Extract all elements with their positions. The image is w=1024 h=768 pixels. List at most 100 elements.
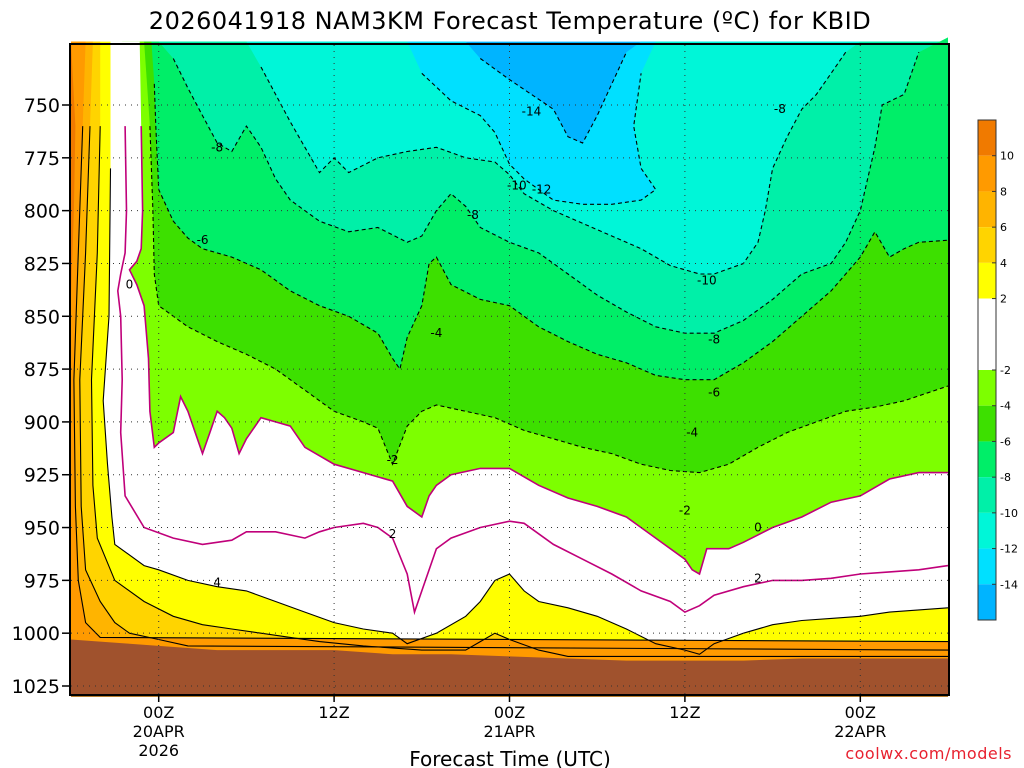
- y-tick: 925: [24, 465, 70, 487]
- colorbar-tick: -14: [992, 578, 1018, 591]
- contour-label: 0: [754, 521, 762, 535]
- colorbar-band: [978, 155, 996, 192]
- svg-text:-8: -8: [708, 333, 720, 347]
- colorbar-tick: -4: [992, 400, 1011, 413]
- contour-label: -12: [532, 183, 552, 197]
- contour-label: -6: [197, 233, 209, 247]
- colorbar-band: [978, 477, 996, 513]
- svg-text:2026: 2026: [138, 741, 179, 760]
- y-tick: 1025: [12, 676, 70, 698]
- isotherm-line--12: [421, 72, 657, 205]
- svg-text:-12: -12: [1000, 543, 1018, 556]
- y-tick: 950: [24, 518, 70, 540]
- temp-band-above--2: [71, 41, 948, 697]
- y-tick: 1000: [12, 623, 70, 645]
- colorbar-band: [978, 298, 996, 370]
- colorbar-tick: -12: [992, 543, 1018, 556]
- contour-label: 4: [213, 575, 221, 589]
- grid-lines: [71, 45, 948, 694]
- isotherm-line-2: [102, 168, 949, 655]
- colorbar-band: [978, 405, 996, 442]
- colorbar-tick: 10: [992, 150, 1014, 163]
- contour-label: 0: [126, 278, 134, 292]
- contour-label: -6: [708, 385, 720, 399]
- svg-text:4: 4: [1000, 257, 1007, 270]
- svg-text:975: 975: [24, 570, 60, 592]
- colorbar-band: [978, 370, 996, 406]
- contour-label: -8: [211, 140, 223, 154]
- svg-text:750: 750: [24, 95, 60, 117]
- colorbar-band: [978, 262, 996, 299]
- credit-link[interactable]: coolwx.com/models: [845, 744, 1012, 763]
- svg-text:-8: -8: [467, 208, 479, 222]
- colorbar-tick: 6: [992, 221, 1007, 234]
- y-tick: 900: [24, 412, 70, 434]
- svg-text:2: 2: [754, 571, 762, 585]
- svg-text:12Z: 12Z: [669, 703, 700, 722]
- svg-text:-2: -2: [387, 453, 399, 467]
- contour-label: 2: [389, 527, 397, 541]
- svg-text:22APR: 22APR: [834, 722, 886, 741]
- contour-label: -10: [507, 178, 527, 192]
- contour-label: -14: [522, 104, 542, 118]
- colorbar-band: [978, 584, 996, 620]
- temp-band-above-4: [71, 41, 948, 697]
- isotherm-line-4: [90, 126, 948, 657]
- svg-text:-10: -10: [1000, 507, 1018, 520]
- svg-text:0: 0: [126, 278, 134, 292]
- y-tick: 750: [24, 95, 70, 117]
- colorbar-band: [978, 512, 996, 549]
- isotherm-lines: [73, 51, 949, 657]
- colorbar: 10 8 6 4 2 -2 -4 -6 -8 -10 -12 -14: [977, 119, 1018, 621]
- svg-text:-8: -8: [774, 102, 786, 116]
- svg-text:00Z: 00Z: [845, 703, 876, 722]
- svg-text:900: 900: [24, 412, 60, 434]
- svg-text:800: 800: [24, 201, 60, 223]
- isotherm-line--10: [260, 51, 847, 275]
- svg-text:10: 10: [1000, 150, 1014, 163]
- svg-text:-4: -4: [1000, 400, 1011, 413]
- isotherm-line--14: [479, 51, 627, 144]
- svg-text:-8: -8: [211, 140, 223, 154]
- contour-label: -8: [467, 208, 479, 222]
- x-tick: 12Z: [318, 695, 350, 722]
- colorbar-band: [978, 548, 996, 585]
- svg-text:775: 775: [24, 148, 60, 170]
- colorbar-tick: -10: [992, 507, 1018, 520]
- svg-text:950: 950: [24, 518, 60, 540]
- svg-text:4: 4: [213, 575, 221, 589]
- chart-title: 2026041918 NAM3KM Forecast Temperature (…: [149, 7, 871, 35]
- svg-text:-12: -12: [532, 183, 552, 197]
- isotherm-labels: -14 -12 -10 -10 -8 -8 -8 -8 -6 -6 -4 -4 -2 -2 0 0 2 2 4: [126, 102, 786, 589]
- isotherm-line-8: [73, 126, 949, 643]
- colorbar-band: [978, 120, 996, 156]
- svg-text:0: 0: [754, 521, 762, 535]
- colorbar-tick: 4: [992, 257, 1007, 270]
- svg-text:12Z: 12Z: [318, 703, 349, 722]
- svg-text:875: 875: [24, 359, 60, 381]
- y-tick: 850: [24, 306, 70, 328]
- svg-text:925: 925: [24, 465, 60, 487]
- svg-text:-10: -10: [507, 178, 527, 192]
- svg-text:-10: -10: [697, 273, 717, 287]
- colorbar-band: [978, 227, 996, 263]
- svg-text:00Z: 00Z: [143, 703, 174, 722]
- svg-text:-4: -4: [430, 326, 442, 340]
- x-tick: 12Z: [669, 695, 701, 722]
- contour-label: -8: [774, 102, 786, 116]
- isotherm-line--6: [153, 83, 949, 381]
- svg-text:-4: -4: [686, 425, 698, 439]
- isotherm-line--2: [128, 126, 948, 576]
- contour-label: -10: [697, 273, 717, 287]
- isotherm-line-0: [116, 126, 949, 616]
- svg-text:-8: -8: [1000, 471, 1011, 484]
- svg-text:21APR: 21APR: [483, 722, 535, 741]
- colorbar-tick: -6: [992, 435, 1011, 448]
- y-tick: 825: [24, 253, 70, 275]
- contour-label: -4: [686, 425, 698, 439]
- svg-text:6: 6: [1000, 221, 1007, 234]
- y-tick: 975: [24, 570, 70, 592]
- surface-ground: [71, 639, 948, 697]
